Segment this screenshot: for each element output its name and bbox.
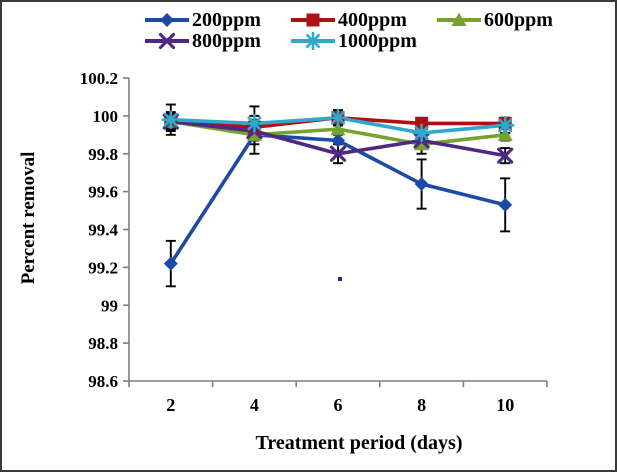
y-tick-label: 99.6	[88, 183, 118, 202]
series-markers-1000ppm	[161, 108, 515, 143]
x-tick-label: 10	[496, 395, 514, 415]
y-tick-label: 99.4	[88, 221, 118, 240]
legend-item-200ppm: 200ppm	[144, 10, 290, 30]
y-tick-label: 99.8	[88, 145, 118, 164]
legend-item-1000ppm: 1000ppm	[290, 31, 436, 51]
x-marker-icon	[145, 32, 189, 50]
triangle-marker-icon	[437, 12, 481, 26]
legend-item-600ppm: 600ppm	[436, 10, 582, 30]
legend-label: 600ppm	[484, 9, 553, 31]
legend-label: 1000ppm	[338, 30, 417, 52]
x-axis-ticks: 2 4 6 8 10	[128, 381, 548, 415]
x-tick-label: 2	[166, 395, 175, 415]
legend-label: 400ppm	[338, 9, 407, 31]
x-tick-label: 6	[334, 395, 343, 415]
legend: 200ppm 400ppm 600ppm 800ppm 1000ppm	[144, 10, 582, 51]
y-tick-label: 99	[101, 296, 118, 315]
y-axis-title: Percent removal	[18, 151, 39, 285]
x-tick-label: 4	[250, 395, 259, 415]
asterisk-marker-icon	[291, 32, 335, 50]
legend-item-400ppm: 400ppm	[290, 10, 436, 30]
diamond-marker-icon	[145, 13, 189, 27]
square-marker-icon	[291, 13, 335, 27]
y-tick-label: 98.6	[88, 372, 118, 391]
y-tick-label: 98.8	[88, 334, 118, 353]
legend-label: 200ppm	[192, 9, 261, 31]
y-axis-ticks: 98.6 98.8 99 99.2 99.4 99.6 99.8 100 100.2	[80, 69, 129, 391]
y-tick-label: 99.2	[88, 258, 118, 277]
y-tick-label: 100.2	[80, 69, 118, 88]
x-axis-title: Treatment period (days)	[255, 432, 463, 454]
legend-item-800ppm: 800ppm	[144, 31, 290, 51]
x-tick-label: 8	[417, 395, 426, 415]
y-tick-label: 100	[93, 107, 119, 126]
stray-dot	[338, 277, 342, 281]
legend-label: 800ppm	[192, 30, 261, 52]
